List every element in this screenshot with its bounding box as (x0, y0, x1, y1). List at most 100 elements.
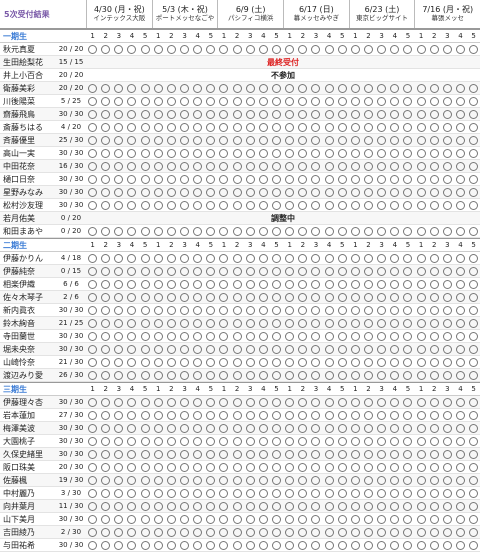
slot-circle (285, 226, 295, 236)
slot-circle (311, 200, 321, 210)
slot-cell (139, 527, 152, 537)
slot-circle (390, 148, 400, 158)
slot-circle (429, 174, 439, 184)
slot-cell (152, 253, 165, 263)
slot-circle (258, 449, 268, 459)
slot-cell (336, 109, 349, 119)
event-venue: ポートメッセなごや (155, 13, 215, 22)
slot-number: 3 (379, 241, 384, 249)
slot-cell (467, 266, 480, 276)
slot-circle (311, 357, 321, 367)
slot-circle (166, 397, 176, 407)
member-name: 秋元真夏 (3, 44, 35, 54)
slot-count: 25 / 30 (58, 136, 84, 144)
slot-cell (270, 161, 283, 171)
slot-cell (152, 109, 165, 119)
slot-cell (165, 200, 178, 210)
slot-cell (112, 331, 125, 341)
slot-circle (324, 436, 334, 446)
slot-circle (219, 253, 229, 263)
slot-cell (323, 318, 336, 328)
slot-cell (415, 540, 428, 550)
slot-circle (442, 174, 452, 184)
slot-circle (272, 292, 282, 302)
slot-cell (428, 122, 441, 132)
slot-number: 5 (274, 241, 279, 249)
title-area: 5次受付結果 (0, 0, 86, 28)
slot-cell (270, 449, 283, 459)
slot-cell (257, 266, 270, 276)
slot-cell (323, 148, 336, 158)
slot-circle (311, 122, 321, 132)
slot-circle (285, 200, 295, 210)
section-header: 一期生 1 2 3 4 5 1 2 3 4 5 1 2 3 4 5 1 2 3 4 5 1 2 3 4 5 1 2 3 4 5 (0, 29, 480, 43)
slot-cell (296, 344, 309, 354)
slot-cell (401, 109, 414, 119)
slot-cell (99, 357, 112, 367)
slot-circle (311, 279, 321, 289)
slot-circle (166, 488, 176, 498)
slot-cell (244, 187, 257, 197)
slot-cell (323, 449, 336, 459)
slot-cell (125, 344, 138, 354)
slot-circle (232, 253, 242, 263)
slot-circle (232, 475, 242, 485)
slot-cell (441, 540, 454, 550)
slot-cell (139, 174, 152, 184)
slot-cell (178, 187, 191, 197)
slot-cell (86, 266, 99, 276)
slot-cell (217, 462, 230, 472)
slot-circle (258, 253, 268, 263)
slot-cell (349, 436, 362, 446)
slot-cell (441, 410, 454, 420)
member-row: 伊藤純奈 0 / 15 (0, 265, 480, 278)
member-name: 向井葉月 (3, 501, 35, 511)
slot-circle (272, 200, 282, 210)
slot-cell (125, 410, 138, 420)
slot-number: 2 (169, 32, 174, 40)
event-date: 7/16 (月・祝) (422, 5, 474, 15)
slot-cell (441, 514, 454, 524)
slot-circle (350, 279, 360, 289)
slot-circle (403, 135, 413, 145)
member-row: 伊藤かりん 4 / 18 (0, 252, 480, 265)
slot-cell (336, 161, 349, 171)
slot-cell (178, 226, 191, 236)
slot-circle (245, 109, 255, 119)
slot-circle (350, 96, 360, 106)
slot-circle (350, 292, 360, 302)
member-name: 若月佑美 (3, 213, 35, 223)
slot-circle (101, 96, 111, 106)
slot-circle (429, 253, 439, 263)
slot-cell (388, 475, 401, 485)
slot-circle (429, 226, 439, 236)
slot-circle (206, 501, 216, 511)
slot-circle (469, 292, 479, 302)
slot-cell (152, 44, 165, 54)
slot-circle (456, 200, 465, 210)
slot-circle (429, 475, 439, 485)
slot-circle (258, 540, 268, 550)
slot-cell (99, 83, 112, 93)
slot-circle (416, 122, 426, 132)
slot-cell (283, 436, 296, 446)
slot-number: 1 (353, 32, 358, 40)
slot-count: 30 / 30 (58, 332, 84, 340)
member-row: 若月佑美 0 / 20 調整中 (0, 212, 480, 225)
slot-circle (127, 266, 137, 276)
slot-circle (88, 109, 98, 119)
slot-circle (180, 318, 190, 328)
slot-cell (401, 540, 414, 550)
section-label: 三期生 (3, 384, 27, 394)
slot-cell (454, 514, 467, 524)
slot-circle (127, 488, 137, 498)
member-name: 伊藤理々杏 (3, 397, 43, 407)
event-header: 5/3 (木・祝) ポートメッセなごや (151, 0, 218, 28)
slot-cell (86, 174, 99, 184)
slot-circle (193, 397, 203, 407)
slot-circle (311, 436, 321, 446)
slot-number: 3 (313, 241, 319, 249)
slot-cell (139, 279, 152, 289)
slot-cell (349, 44, 362, 54)
slot-cell (125, 331, 138, 341)
